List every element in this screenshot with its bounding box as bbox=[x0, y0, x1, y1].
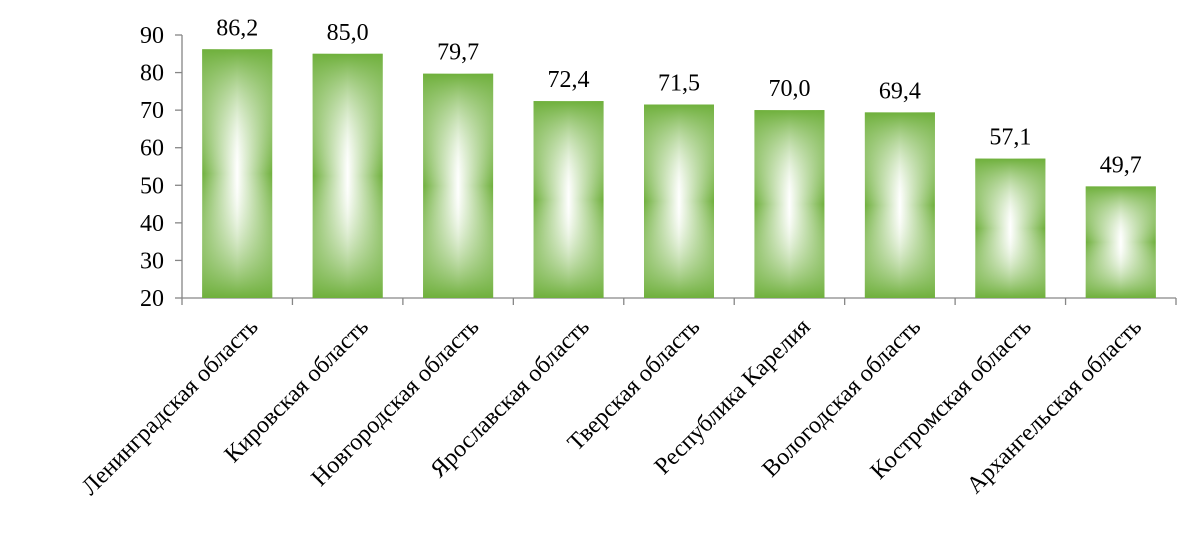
bar bbox=[754, 110, 825, 299]
bar bbox=[312, 53, 383, 299]
bar bbox=[1085, 186, 1156, 298]
bar bbox=[644, 104, 714, 298]
data-label: 85,0 bbox=[327, 20, 369, 46]
bar bbox=[202, 49, 273, 298]
bar bbox=[864, 112, 935, 298]
data-label: 49,7 bbox=[1100, 152, 1142, 178]
y-tick-label: 60 bbox=[140, 136, 164, 162]
y-tick-label: 40 bbox=[140, 211, 164, 237]
data-label: 71,5 bbox=[658, 71, 700, 97]
data-label: 57,1 bbox=[989, 125, 1031, 151]
bar-shade bbox=[202, 49, 273, 298]
bar bbox=[533, 101, 604, 298]
data-label: 70,0 bbox=[768, 76, 810, 102]
bar bbox=[423, 73, 494, 298]
bar bbox=[975, 158, 1046, 298]
data-label: 69,4 bbox=[879, 78, 921, 104]
data-label: 72,4 bbox=[548, 67, 590, 93]
category-label: Ленинградская область bbox=[77, 314, 264, 501]
x-axis bbox=[181, 297, 1177, 305]
y-tick-label: 50 bbox=[140, 173, 164, 199]
y-tick-label: 90 bbox=[140, 23, 164, 49]
bar-shade bbox=[312, 53, 383, 299]
bar-shade bbox=[864, 112, 935, 298]
bar-shade bbox=[423, 73, 494, 298]
y-tick-label: 30 bbox=[140, 248, 164, 274]
y-tick-label: 80 bbox=[140, 61, 164, 87]
y-axis: 20 30 40 50 60 70 80 90 bbox=[140, 23, 183, 312]
y-tick-label: 70 bbox=[140, 98, 164, 124]
bar-shade bbox=[644, 104, 714, 298]
bar-shade bbox=[533, 101, 604, 298]
data-label: 79,7 bbox=[437, 40, 479, 66]
bar-shade bbox=[975, 158, 1046, 298]
bar-shade bbox=[1085, 186, 1156, 298]
bar-shade bbox=[754, 110, 825, 299]
y-tick-label: 20 bbox=[140, 286, 164, 312]
bars bbox=[202, 49, 1156, 299]
data-labels: 86,2 85,0 79,7 72,4 71,5 70,0 69,4 57,1 49,7 bbox=[216, 15, 1142, 178]
data-label: 86,2 bbox=[216, 15, 258, 41]
